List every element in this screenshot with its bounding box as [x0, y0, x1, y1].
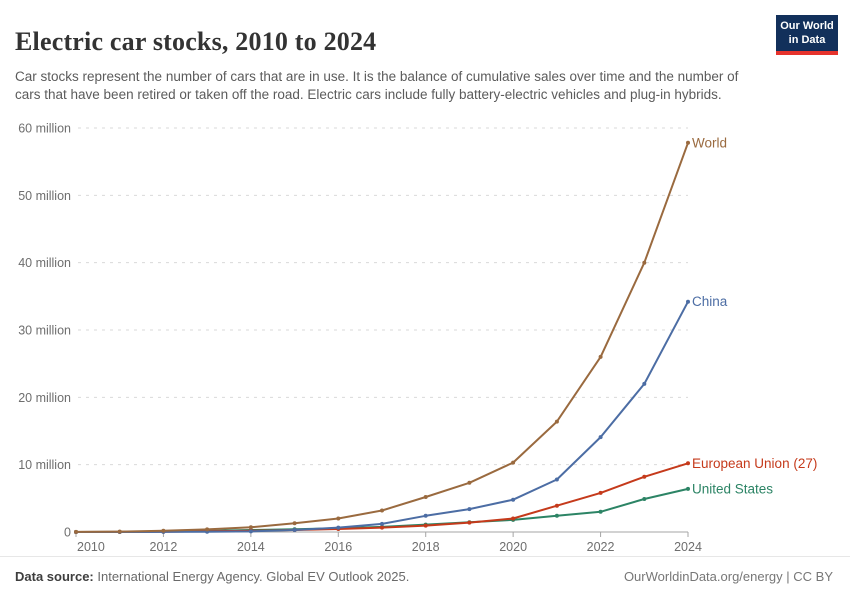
x-tick-label: 2018: [412, 540, 440, 554]
series-point: [511, 516, 516, 521]
series-point: [380, 521, 384, 526]
series-point: [248, 525, 253, 530]
y-tick-label: 40 million: [18, 256, 71, 270]
series-point: [642, 381, 647, 386]
series-point: [205, 527, 210, 532]
owid-logo-line2: in Data: [788, 34, 826, 47]
series-label-world: World: [692, 135, 727, 150]
x-tick-label: 2012: [150, 540, 178, 554]
y-tick-label: 30 million: [18, 324, 71, 338]
series-point: [423, 523, 428, 528]
data-source-note: Data source: International Energy Agency…: [15, 569, 409, 584]
series-point: [511, 497, 516, 502]
owid-logo[interactable]: Our World in Data: [776, 15, 838, 55]
series-point: [642, 474, 647, 479]
y-tick-label: 10 million: [18, 458, 71, 472]
series-point: [554, 513, 559, 518]
owid-logo-line1: Our World: [780, 20, 834, 32]
y-tick-label: 0: [64, 526, 71, 540]
series-point: [292, 521, 297, 526]
series-point: [423, 495, 428, 499]
x-tick-label: 2020: [499, 540, 527, 554]
series-point: [161, 528, 166, 533]
series-point: [686, 486, 690, 491]
series-line-world: [75, 141, 689, 533]
data-source-label: Data source:: [15, 569, 94, 584]
series-point: [598, 490, 603, 495]
series-line-china: [75, 300, 689, 533]
chart-footer: Data source: International Energy Agency…: [15, 569, 833, 584]
series-point: [336, 525, 341, 530]
series-point: [598, 435, 603, 440]
series-point: [74, 529, 78, 534]
series-point: [248, 529, 253, 534]
chart-subtitle: Car stocks represent the number of cars …: [15, 68, 739, 103]
series-point: [467, 480, 472, 485]
series-point: [598, 354, 603, 359]
page-title: Electric car stocks, 2010 to 2024: [15, 27, 377, 57]
series-point: [423, 513, 428, 518]
series-point: [467, 507, 472, 512]
series-label-european-union-27-: European Union (27): [692, 456, 817, 471]
series-point: [554, 419, 559, 424]
series-point: [554, 477, 559, 482]
x-tick-label: 2016: [324, 540, 352, 554]
series-point: [467, 520, 472, 525]
series-point: [336, 516, 341, 521]
series-point: [598, 509, 603, 514]
series-point: [642, 260, 647, 265]
y-tick-label: 60 million: [18, 122, 71, 136]
series-point: [686, 461, 690, 466]
series-point: [511, 460, 516, 465]
series-label-united-states: United States: [692, 481, 773, 496]
y-tick-label: 20 million: [18, 391, 71, 405]
x-tick-label: 2010: [77, 540, 105, 554]
x-tick-label: 2014: [237, 540, 265, 554]
series-point: [117, 529, 122, 534]
series-line-european-union-27-: [75, 462, 689, 533]
series-point: [380, 508, 384, 513]
series-point: [292, 528, 297, 532]
footer-divider: [0, 556, 850, 557]
series-point: [554, 503, 559, 508]
x-tick-label: 2022: [587, 540, 615, 554]
x-tick-label: 2024: [674, 540, 702, 554]
owid-license-link[interactable]: OurWorldinData.org/energy | CC BY: [623, 569, 833, 584]
data-source-text: International Energy Agency. Global EV O…: [93, 569, 410, 584]
series-point: [642, 497, 647, 501]
series-point: [686, 299, 690, 304]
series-label-china: China: [692, 294, 728, 309]
series-point: [686, 140, 690, 145]
series-point: [380, 525, 384, 530]
y-tick-label: 50 million: [18, 189, 71, 203]
